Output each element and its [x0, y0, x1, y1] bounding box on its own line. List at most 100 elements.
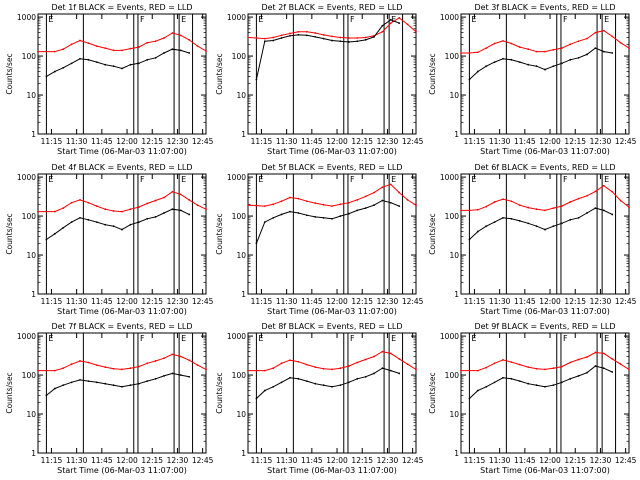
y-tick-label: 100 — [232, 371, 247, 380]
data-point — [339, 215, 342, 217]
data-point — [53, 70, 56, 73]
y-tick-label: 1000 — [17, 13, 36, 22]
data-point — [87, 58, 90, 61]
data-point — [331, 217, 333, 220]
data-point — [594, 351, 597, 354]
chart-title: Det 3f BLACK = Events, RED = LLD — [474, 3, 615, 12]
chart-title: Det 7f BLACK = Events, RED = LLD — [51, 322, 192, 331]
data-point — [331, 35, 333, 38]
data-point — [53, 50, 56, 53]
data-point — [272, 216, 275, 219]
data-point — [628, 47, 630, 50]
data-point — [552, 367, 555, 370]
data-point — [339, 367, 342, 370]
data-point — [577, 197, 580, 200]
region-label: E — [604, 175, 609, 184]
data-point — [468, 52, 471, 54]
x-tick-label: 11:45 — [91, 456, 113, 465]
x-tick-label: 12:00 — [326, 456, 348, 465]
x-tick-label: 11:30 — [489, 456, 511, 465]
data-point — [322, 367, 325, 370]
y-tick-label: 1000 — [227, 332, 246, 341]
plot-frame — [460, 332, 630, 454]
x-axis-label: Start Time (06-Mar-03 11:07:00) — [57, 466, 187, 475]
data-point — [493, 221, 496, 223]
data-point — [121, 385, 123, 388]
data-point — [339, 203, 342, 206]
x-tick-label: 12:45 — [192, 456, 214, 465]
data-point — [619, 363, 622, 366]
chart-title: Det 9f BLACK = Events, RED = LLD — [474, 322, 615, 331]
data-point — [188, 38, 191, 41]
data-point — [415, 30, 417, 33]
y-tick-label: 1 — [241, 449, 246, 458]
x-tick-label: 12:30 — [590, 137, 612, 146]
data-point — [373, 355, 375, 358]
data-point — [62, 207, 65, 210]
data-point — [112, 65, 115, 68]
y-tick-label: 1 — [31, 449, 36, 458]
data-point — [502, 57, 504, 60]
data-point — [289, 196, 291, 199]
data-point — [611, 35, 614, 38]
data-point — [569, 218, 572, 221]
data-point — [502, 39, 504, 42]
x-tick-label: 11:15 — [41, 297, 63, 306]
data-point — [87, 201, 90, 204]
data-point — [569, 361, 572, 364]
data-point — [322, 384, 325, 387]
y-axis-label: Counts/sec — [215, 372, 224, 413]
y-tick-label: 10 — [26, 91, 36, 100]
data-point — [544, 50, 546, 53]
series-line-events — [469, 207, 613, 240]
data-point — [628, 206, 630, 208]
x-tick-label: 11:30 — [276, 137, 298, 146]
x-tick-label: 12:15 — [564, 137, 586, 146]
data-point — [87, 218, 90, 221]
data-point — [398, 205, 401, 208]
data-point — [79, 379, 81, 381]
data-point — [510, 200, 513, 203]
y-tick-label: 1000 — [17, 332, 36, 341]
y-axis-label: Counts/sec — [215, 53, 224, 94]
data-point — [305, 363, 308, 366]
data-point — [314, 366, 317, 369]
data-point — [347, 37, 350, 39]
chart-panel-3: Det 3f BLACK = Events, RED = LLD 1 10 100 10… — [428, 3, 637, 156]
data-point — [339, 36, 342, 39]
data-point — [468, 397, 471, 400]
data-point — [53, 210, 56, 213]
data-point — [569, 201, 572, 203]
data-point — [129, 223, 132, 226]
data-point — [314, 36, 317, 38]
data-point — [502, 216, 504, 219]
data-point — [476, 70, 479, 73]
data-point — [502, 376, 504, 379]
data-point — [398, 372, 401, 375]
data-point — [510, 217, 513, 220]
data-point — [468, 209, 471, 212]
data-point — [163, 37, 165, 39]
data-point — [347, 365, 350, 367]
series-line-events — [46, 208, 190, 240]
series-line-events — [256, 367, 400, 399]
region-label: E — [181, 334, 186, 343]
y-axis-label: Counts/sec — [428, 372, 437, 413]
data-point — [552, 65, 555, 68]
data-point — [45, 394, 48, 397]
data-point — [356, 40, 359, 43]
data-point — [493, 201, 496, 203]
region-label: E — [471, 15, 476, 24]
data-point — [527, 206, 530, 209]
region-label: F — [140, 15, 145, 24]
data-point — [398, 191, 401, 194]
data-point — [62, 66, 65, 69]
data-point — [535, 225, 538, 228]
data-point — [272, 36, 275, 39]
y-tick-label: 1000 — [440, 173, 459, 182]
data-point — [364, 207, 367, 210]
region-label: E — [604, 15, 609, 24]
x-tick-label: 11:45 — [514, 456, 536, 465]
x-axis-label: Start Time (06-Mar-03 11:07:00) — [480, 147, 610, 156]
data-point — [594, 207, 597, 210]
